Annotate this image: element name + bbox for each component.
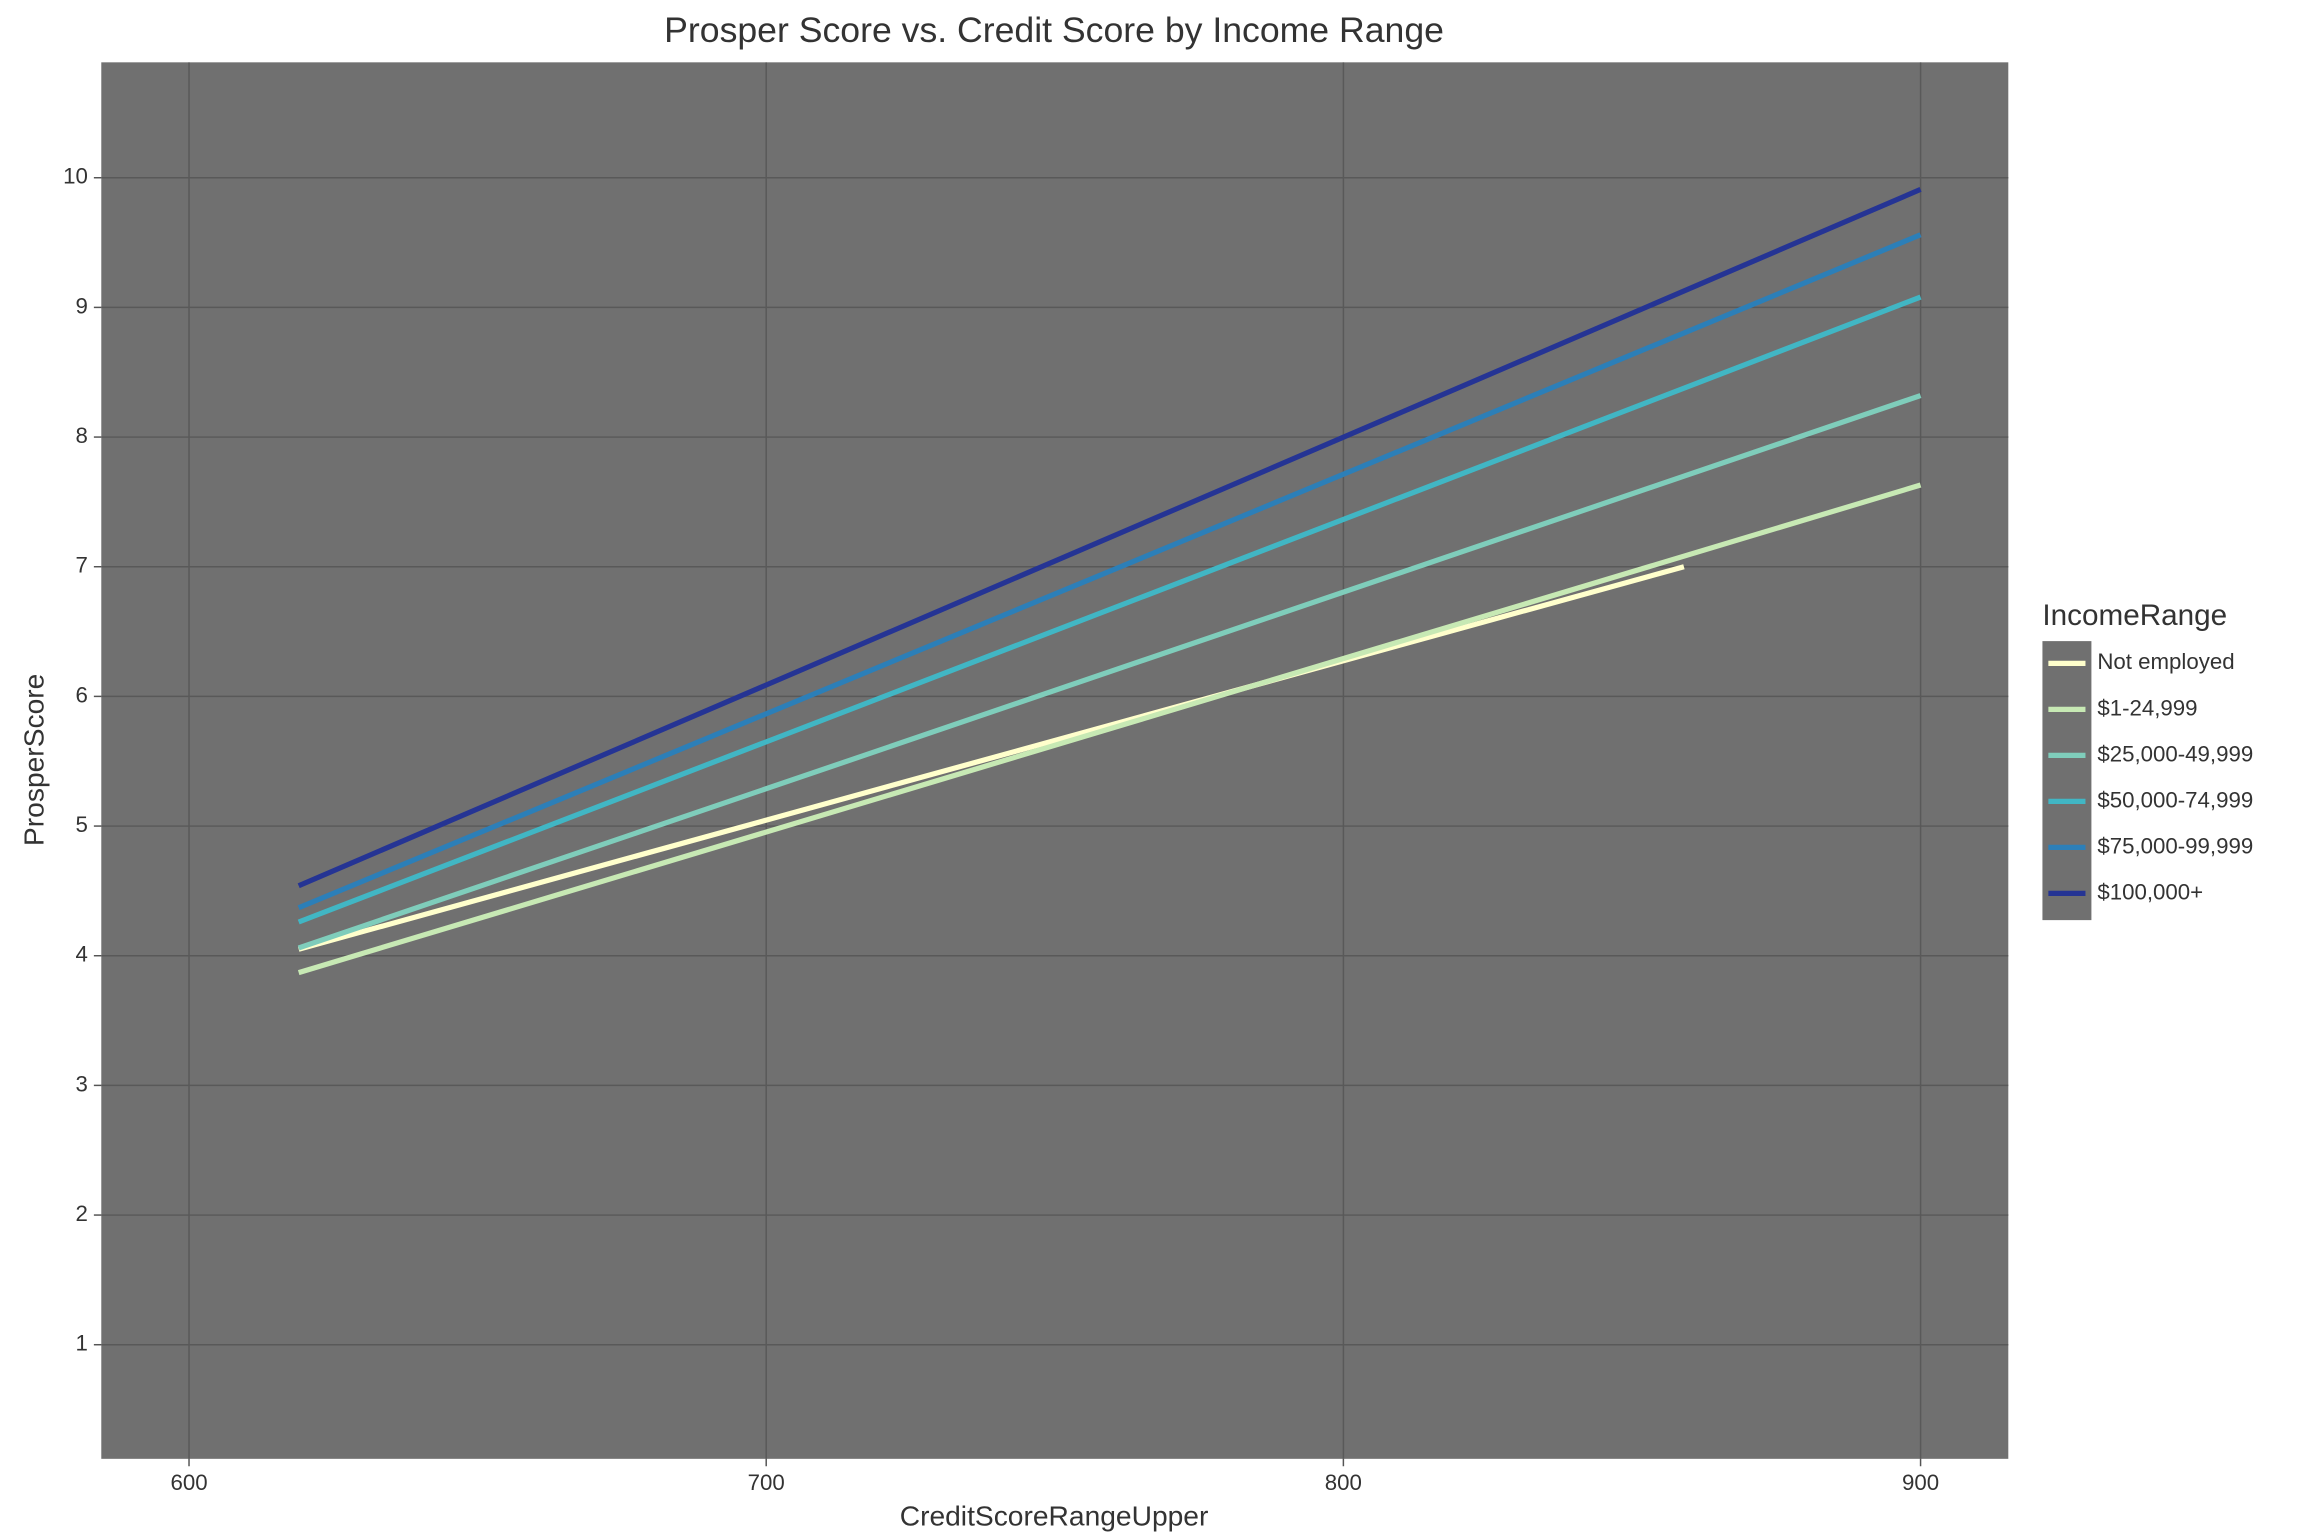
legend-label: $75,000-99,999	[2097, 833, 2253, 858]
x-tick-label: 600	[170, 1470, 207, 1495]
regression-line	[297, 232, 1922, 911]
y-tick-label: 4	[76, 942, 88, 967]
x-tick-label: 900	[1902, 1470, 1939, 1495]
legend-label: $1-24,999	[2097, 695, 2197, 720]
y-tick-label: 1	[76, 1331, 88, 1356]
y-tick-label: 2	[76, 1201, 88, 1226]
legend-title: IncomeRange	[2042, 599, 2227, 632]
y-tick-label: 9	[76, 293, 88, 318]
y-tick-label: 10	[63, 164, 88, 189]
y-tick-label: 7	[76, 553, 88, 578]
y-tick-label: 5	[76, 812, 88, 837]
x-tick-label: 700	[748, 1470, 785, 1495]
y-tick-label: 3	[76, 1071, 88, 1096]
legend-label: Not employed	[2097, 649, 2234, 674]
y-tick-label: 6	[76, 682, 88, 707]
y-tick-label: 8	[76, 423, 88, 448]
chart-title: Prosper Score vs. Credit Score by Income…	[664, 10, 1444, 50]
y-axis-label: ProsperScore	[17, 674, 49, 846]
regression-line	[297, 393, 1922, 951]
regression-line	[297, 294, 1922, 925]
x-tick-label: 800	[1325, 1470, 1362, 1495]
legend-label: $25,000-49,999	[2097, 741, 2253, 766]
regression-line	[297, 564, 1685, 952]
regression-line	[297, 482, 1922, 976]
x-axis-label: CreditScoreRangeUpper	[900, 1500, 1209, 1532]
legend-label: $50,000-74,999	[2097, 787, 2253, 812]
legend-key-box	[2042, 641, 2092, 921]
regression-line	[297, 187, 1922, 889]
legend-label: $100,000+	[2097, 879, 2203, 904]
plot-panel	[101, 62, 2009, 1459]
